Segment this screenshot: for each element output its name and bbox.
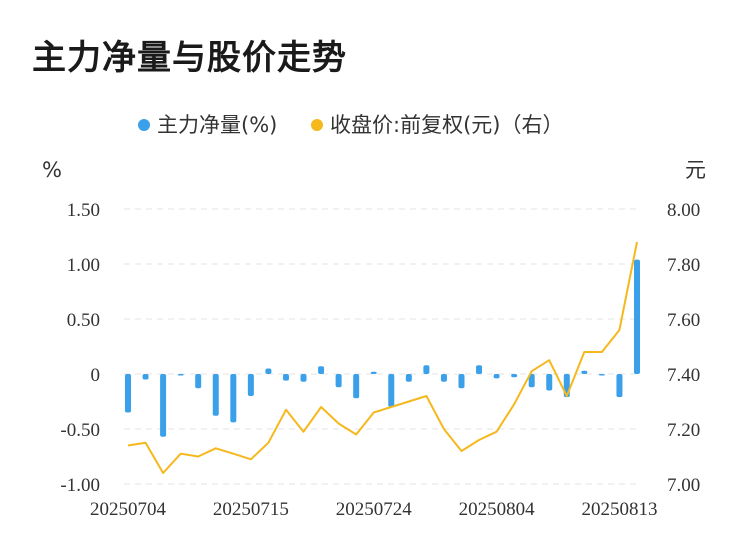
net-volume-bar[interactable]	[458, 374, 465, 389]
legend-label-net-volume[interactable]: 主力净量(%)	[157, 113, 277, 137]
net-volume-bar[interactable]	[265, 368, 272, 375]
x-tick-label: 20250813	[581, 499, 657, 520]
net-volume-bar[interactable]	[318, 366, 325, 374]
grid-lines	[124, 208, 641, 485]
x-tick-label: 20250724	[336, 499, 413, 520]
left-axis-unit: %	[42, 158, 62, 182]
left-tick-label: -1.00	[60, 475, 100, 496]
right-tick-label: 7.40	[667, 365, 700, 386]
x-axis-ticks: 20250704 20250715 20250724 20250804 20250813	[90, 499, 657, 520]
right-axis-unit: 元	[685, 158, 706, 182]
left-axis-ticks: 1.50 1.00 0.50 0 -0.50 -1.00	[60, 200, 100, 496]
x-tick-label: 20250804	[459, 499, 536, 520]
net-volume-bar[interactable]	[195, 374, 202, 389]
right-tick-label: 7.20	[667, 420, 700, 441]
left-tick-label: 0.50	[67, 310, 100, 331]
net-volume-bar[interactable]	[230, 374, 237, 423]
left-tick-label: 1.00	[67, 255, 100, 276]
right-tick-label: 7.80	[667, 255, 700, 276]
legend-label-close-price[interactable]: 收盘价:前复权(元)（右）	[330, 113, 563, 137]
x-tick-label: 20250715	[213, 499, 289, 520]
net-volume-bar[interactable]	[177, 374, 184, 376]
left-tick-label: 1.50	[67, 200, 100, 221]
right-tick-label: 8.00	[667, 200, 700, 221]
net-volume-bar[interactable]	[353, 374, 360, 399]
left-tick-label: 0	[91, 365, 101, 386]
net-volume-bar[interactable]	[616, 374, 623, 398]
net-volume-bar[interactable]	[212, 374, 219, 416]
legend: 主力净量(%) 收盘价:前复权(元)（右）	[138, 113, 563, 137]
right-axis-ticks: 8.00 7.80 7.60 7.40 7.20 7.00	[667, 200, 700, 496]
right-tick-label: 7.00	[667, 475, 700, 496]
net-volume-bar[interactable]	[405, 374, 412, 382]
net-volume-bar[interactable]	[423, 365, 430, 374]
net-volume-bar[interactable]	[493, 374, 500, 379]
legend-marker-net-volume[interactable]	[138, 119, 150, 131]
page-title: 主力净量与股价走势	[32, 38, 347, 78]
close-price-line[interactable]	[127, 241, 638, 474]
legend-marker-close-price[interactable]	[311, 119, 323, 131]
x-tick-label: 20250704	[90, 499, 167, 520]
net-volume-bar[interactable]	[511, 374, 518, 378]
close-price-line-group	[127, 241, 638, 474]
net-volume-bar[interactable]	[370, 371, 377, 374]
net-volume-bar[interactable]	[634, 259, 640, 374]
net-volume-bar[interactable]	[282, 374, 289, 381]
left-tick-label: -0.50	[60, 420, 100, 441]
net-volume-bar[interactable]	[335, 374, 342, 388]
net-volume-bar[interactable]	[440, 374, 447, 382]
net-volume-bar[interactable]	[388, 374, 395, 407]
net-volume-bar[interactable]	[142, 374, 149, 380]
net-volume-bar[interactable]	[546, 374, 553, 391]
net-volume-bar[interactable]	[581, 370, 588, 374]
net-volume-bar[interactable]	[160, 374, 167, 437]
net-volume-bar[interactable]	[528, 374, 535, 388]
right-tick-label: 7.60	[667, 310, 700, 331]
net-volume-bar[interactable]	[598, 374, 605, 376]
net-volume-bar[interactable]	[476, 365, 483, 374]
net-volume-bar[interactable]	[125, 374, 131, 413]
net-volume-bar[interactable]	[247, 374, 254, 396]
net-volume-bars	[125, 259, 640, 437]
net-volume-bar[interactable]	[300, 374, 307, 382]
